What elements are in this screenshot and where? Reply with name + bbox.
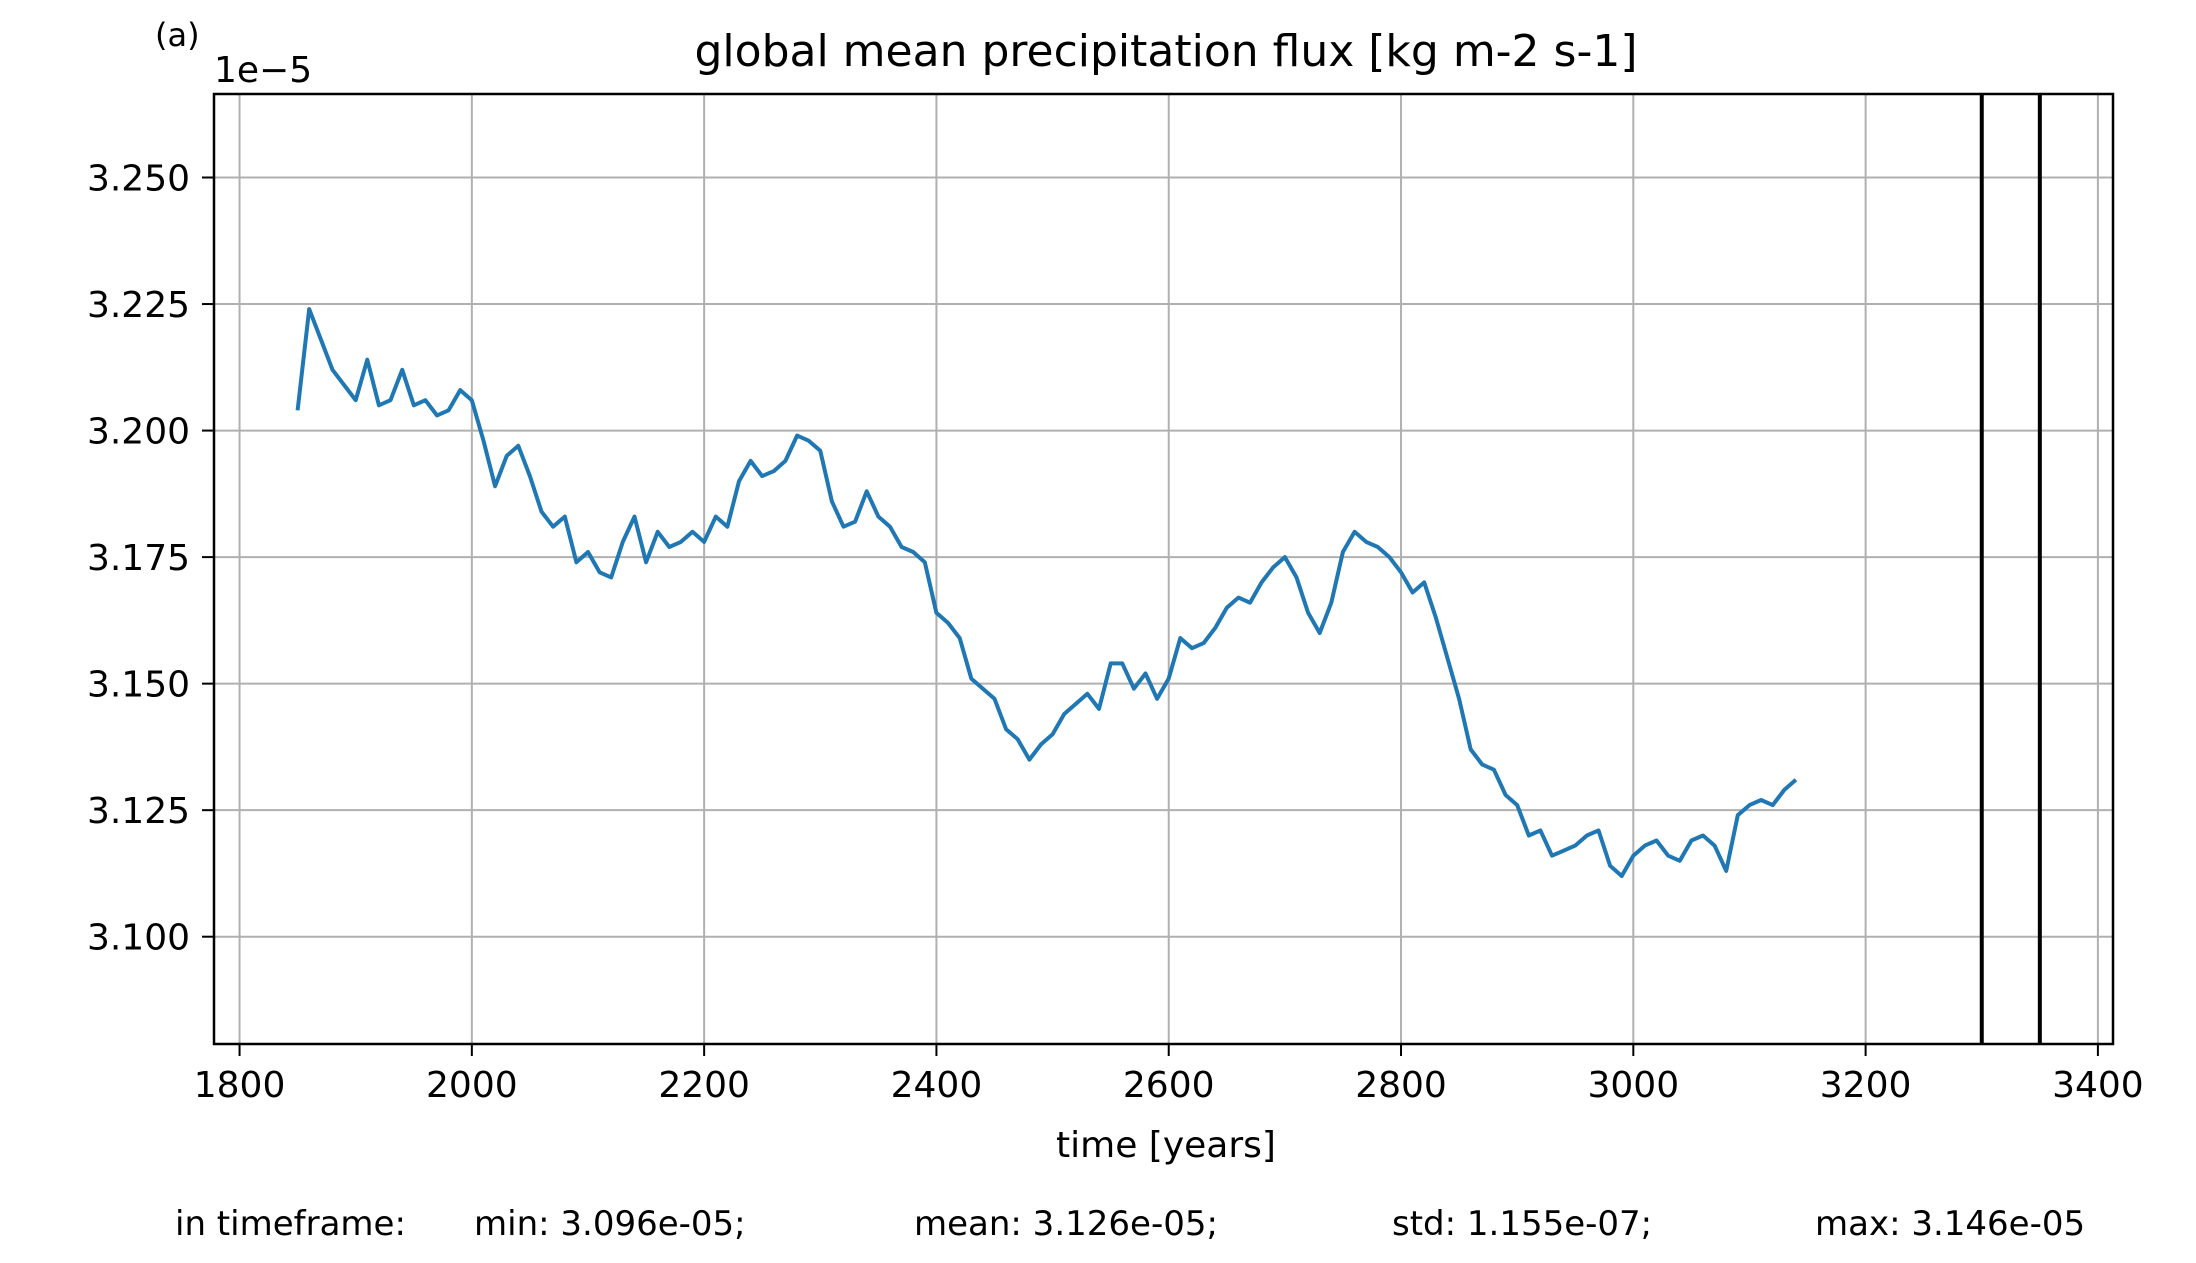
plot-area-frame (212, 92, 2115, 1046)
y-tick-label: 3.100 (87, 918, 190, 959)
x-tick-label: 1800 (194, 1065, 286, 1106)
y-tick-label: 3.200 (87, 412, 190, 453)
y-tick-label: 3.175 (87, 538, 190, 579)
x-axis-ticks: 1800 2000 2200 2400 2600 2800 3000 3200 3400 (194, 1044, 2144, 1106)
x-tick-label: 2000 (426, 1065, 518, 1106)
x-tick-label: 3200 (1820, 1065, 1912, 1106)
series-line (295, 307, 1798, 878)
x-axis-label: time [years] (1056, 1125, 1276, 1166)
vertical-markers (1979, 94, 2042, 1044)
stats-std: std: 1.155e-07; (1392, 1204, 1653, 1244)
x-tick-label: 2200 (658, 1065, 750, 1106)
y-tick-label: 3.250 (87, 159, 190, 200)
x-tick-label: 2800 (1355, 1065, 1447, 1106)
y-axis-multiplier: 1e−5 (214, 50, 312, 91)
stats-prefix: in timeframe: (175, 1204, 406, 1244)
panel-label: (a) (155, 16, 200, 54)
stats-max: max: 3.146e-05 (1815, 1204, 2086, 1244)
chart-title: global mean precipitation flux [kg m-2 s… (695, 26, 1638, 77)
stats-min: min: 3.096e-05; (474, 1204, 746, 1244)
x-tick-label: 3000 (1588, 1065, 1680, 1106)
stats-mean: mean: 3.126e-05; (914, 1204, 1218, 1244)
x-tick-label: 2400 (891, 1065, 983, 1106)
y-tick-label: 3.225 (87, 285, 190, 326)
grid-lines (214, 94, 2113, 1044)
y-axis-ticks: 3.100 3.125 3.150 3.175 3.200 3.225 3.250 (87, 159, 214, 959)
data-series (295, 307, 1798, 878)
x-tick-label: 3400 (2052, 1065, 2144, 1106)
y-tick-label: 3.125 (87, 791, 190, 832)
x-tick-label: 2600 (1123, 1065, 1215, 1106)
y-tick-label: 3.150 (87, 665, 190, 706)
